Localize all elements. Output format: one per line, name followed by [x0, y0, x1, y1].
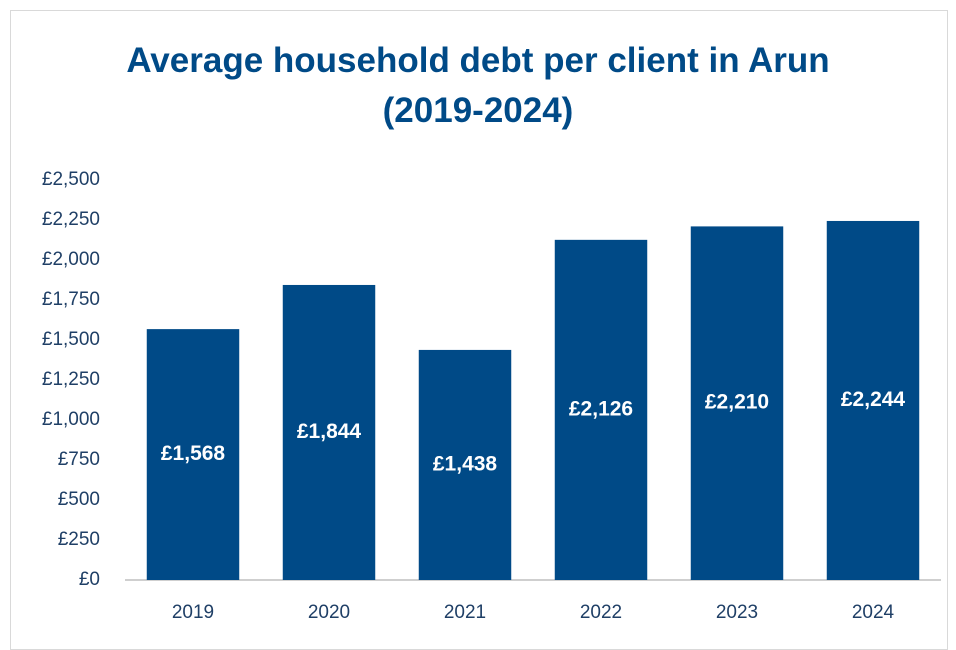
- x-tick-label: 2022: [580, 602, 622, 623]
- bar: [554, 239, 648, 580]
- x-tick-label: 2020: [308, 602, 350, 623]
- value-label: £1,438: [433, 453, 498, 476]
- x-tick-label: 2024: [852, 602, 895, 623]
- chart: £0 £250 £500 £750 £1,000 £1,250 £1,500 £1,750 £2…: [42, 169, 941, 623]
- y-tick-label: £0: [79, 569, 100, 590]
- value-label: £1,568: [161, 442, 226, 465]
- y-tick-label: £1,000: [42, 409, 100, 430]
- bar: [690, 226, 784, 580]
- bar: [282, 284, 376, 580]
- y-tick-label: £1,750: [42, 289, 100, 310]
- value-label: £2,126: [569, 397, 633, 420]
- value-label: £2,244: [841, 388, 906, 411]
- value-label: £2,210: [705, 391, 769, 414]
- page: Average household debt per client in Aru…: [10, 10, 948, 650]
- value-label: £1,844: [297, 420, 362, 443]
- chart-title: Average household debt per client in Aru…: [126, 41, 830, 130]
- y-tick-label: £250: [58, 529, 100, 550]
- x-tick-label: 2019: [172, 602, 214, 623]
- y-tick-label: £750: [58, 449, 100, 470]
- bar: [146, 329, 240, 580]
- bar: [826, 220, 920, 580]
- y-tick-label: £1,250: [42, 369, 100, 390]
- y-tick-label: £2,250: [42, 209, 100, 230]
- x-tick-label: 2021: [444, 602, 486, 623]
- y-tick-label: £2,500: [42, 169, 100, 190]
- y-tick-label: £1,500: [42, 329, 100, 350]
- bar: [418, 349, 512, 580]
- y-tick-label: £500: [58, 489, 100, 510]
- y-tick-label: £2,000: [42, 249, 100, 270]
- x-tick-label: 2023: [716, 602, 758, 623]
